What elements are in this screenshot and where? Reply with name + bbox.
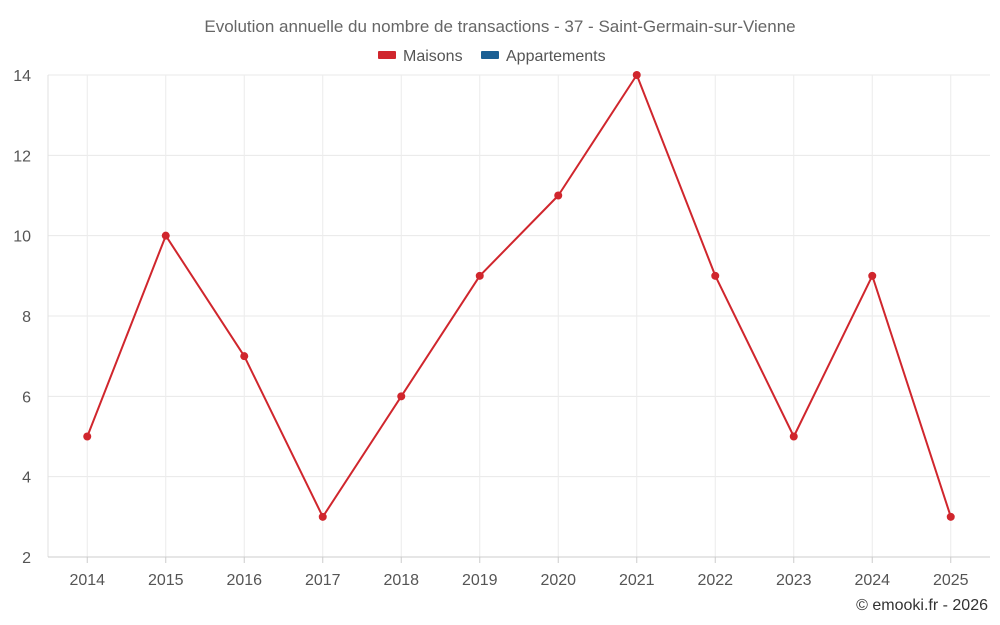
legend-item-maisons[interactable]: Maisons — [378, 48, 463, 65]
data-point — [711, 271, 720, 280]
data-point — [397, 392, 406, 401]
x-tick-label: 2016 — [226, 572, 262, 589]
legend-item-appartements[interactable]: Appartements — [481, 48, 606, 65]
y-tick-label: 4 — [22, 470, 31, 487]
data-point — [946, 512, 955, 521]
y-tick-label: 14 — [13, 68, 31, 85]
x-tick-label: 2024 — [854, 572, 890, 589]
series-layer — [83, 71, 955, 521]
y-tick-label: 10 — [13, 229, 31, 246]
credit: © emooki.fr - 2026 — [856, 597, 988, 614]
x-tick-label: 2023 — [776, 572, 812, 589]
data-point — [475, 271, 484, 280]
y-tick-label: 12 — [13, 148, 31, 165]
data-point — [554, 191, 563, 200]
y-tick-label: 6 — [22, 389, 31, 406]
x-tick-label: 2014 — [69, 572, 105, 589]
data-point — [240, 352, 249, 361]
x-tick-label: 2025 — [933, 572, 969, 589]
x-tick-label: 2019 — [462, 572, 498, 589]
data-point — [789, 432, 798, 441]
x-tick-label: 2015 — [148, 572, 184, 589]
axes: 2 4 6 8 10 12 14 2014 2015 2016 2017 2018 2019 2020 20… — [13, 68, 990, 589]
legend-swatch-maisons — [378, 51, 396, 59]
y-tick-label: 8 — [22, 309, 31, 326]
data-point — [632, 71, 641, 79]
grid — [48, 74, 990, 557]
data-point — [868, 271, 877, 280]
legend-label-appartements: Appartements — [506, 48, 606, 65]
x-tick-label: 2020 — [540, 572, 576, 589]
series-line-maisons — [86, 74, 952, 518]
y-tick-label: 2 — [22, 550, 31, 567]
chart-title: Evolution annuelle du nombre de transact… — [204, 17, 795, 36]
x-tick-label: 2017 — [305, 572, 341, 589]
data-point — [318, 512, 327, 521]
data-point — [83, 432, 92, 441]
x-tick-label: 2018 — [383, 572, 419, 589]
x-tick-label: 2022 — [697, 572, 733, 589]
legend-label-maisons: Maisons — [403, 48, 463, 65]
x-tick-label: 2021 — [619, 572, 655, 589]
data-point — [161, 231, 170, 240]
legend: Maisons Appartements — [378, 48, 606, 65]
legend-swatch-appartements — [481, 51, 499, 59]
